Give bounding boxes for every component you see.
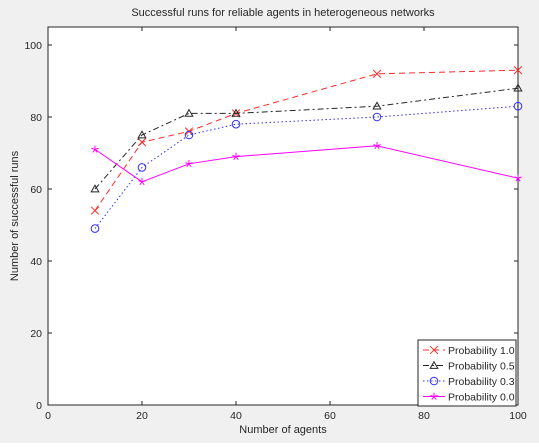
marker-stroke [430,394,435,397]
marker-stroke [138,180,143,183]
marker-stroke [139,181,143,186]
marker-stroke [517,177,521,182]
marker-stroke [232,154,237,158]
y-tick-label: 0 [36,400,42,412]
y-axis-label: Number of successful runs [9,150,21,281]
marker-stroke [376,145,380,150]
y-tick-label: 80 [30,112,42,124]
series-line [94,69,519,211]
marker-stroke [186,163,190,168]
data-point-circle-marker [429,376,439,386]
marker-stroke [90,206,100,215]
series-line [94,87,519,190]
marker-stroke [188,163,192,168]
series-line [94,145,519,183]
legend-entry: Probability 0.0 [423,392,515,404]
data-point-circle-marker [372,112,382,122]
axis-ticks: 0 20 40 60 80 100 0 20 40 60 80 100 [24,27,527,422]
data-point-x-marker [137,138,147,147]
legend-label: Probability 0.0 [448,392,515,404]
chart-title: Successful runs for reliable agents in h… [131,7,435,19]
y-tick-label: 100 [24,40,42,52]
data-point-x-marker [372,69,382,78]
legend-entry: Probability 1.0 [423,345,515,357]
marker-stroke [517,176,522,179]
marker-stroke [137,138,147,147]
marker-stroke [373,144,378,147]
legend-entry: Probability 0.3 [423,376,515,388]
data-point-star-marker [91,145,99,153]
y-tick-label: 60 [30,184,42,196]
marker-stroke [92,149,96,153]
marker-stroke [513,66,523,75]
marker-stroke [376,144,381,147]
marker-stroke [235,154,240,158]
data-point-triangle-marker [137,130,147,139]
marker-stroke [372,69,382,78]
data-point-x-marker [90,206,100,215]
data-point-star-marker [430,392,438,400]
marker-stroke [431,396,435,400]
data-point-star-marker [514,174,522,182]
marker-stroke [433,396,437,400]
series-3 [91,142,522,186]
data-point-triangle-marker [231,108,241,117]
marker-stroke [235,156,239,160]
marker-stroke [514,176,519,179]
legend-label: Probability 0.5 [448,361,515,373]
legend: Probability 1.0 Probability 0.5 Probabilit… [417,339,517,407]
series-1 [90,83,523,193]
series-2 [90,101,523,233]
marker-stroke [374,145,378,150]
marker-stroke [433,394,438,397]
x-tick-label: 80 [418,410,430,422]
marker-stroke [429,345,439,355]
data-point-triangle-marker [429,360,439,369]
x-tick-label: 40 [230,410,242,422]
data-point-circle-marker [90,224,100,233]
marker-stroke [515,177,519,182]
data-point-star-marker [138,178,146,186]
x-tick-label: 60 [324,410,336,422]
data-point-triangle-marker [513,83,523,92]
marker-stroke [185,162,190,165]
data-point-star-marker [185,160,193,168]
data-point-circle-marker [184,130,194,140]
x-tick-label: 20 [136,410,148,422]
data-point-circle-marker [137,163,147,172]
y-tick-label: 20 [30,328,42,340]
legend-label: Probability 0.3 [448,376,515,388]
data-point-triangle-marker [90,184,100,193]
data-point-star-marker [373,142,381,150]
x-tick-label: 0 [45,410,51,422]
data-point-triangle-marker [372,101,382,110]
x-axis-label: Number of agents [239,424,327,436]
marker-stroke [188,162,193,165]
data-point-triangle-marker [184,108,194,117]
legend-label: Probability 1.0 [448,345,515,357]
x-tick-label: 100 [509,410,527,422]
marker-stroke [91,147,96,150]
data-point-circle-marker [231,119,241,129]
marker-stroke [233,156,237,160]
data-point-circle-marker [513,101,523,111]
series-line [94,105,519,229]
marker-stroke [94,149,98,153]
marker-stroke [141,181,145,186]
data-point-star-marker [232,152,240,160]
marker-stroke [141,180,146,183]
series-layer [90,66,523,233]
data-point-x-marker [429,345,439,355]
y-tick-label: 40 [30,256,42,268]
data-point-x-marker [513,66,523,75]
marker-stroke [94,147,99,150]
legend-entry: Probability 0.5 [423,361,515,373]
